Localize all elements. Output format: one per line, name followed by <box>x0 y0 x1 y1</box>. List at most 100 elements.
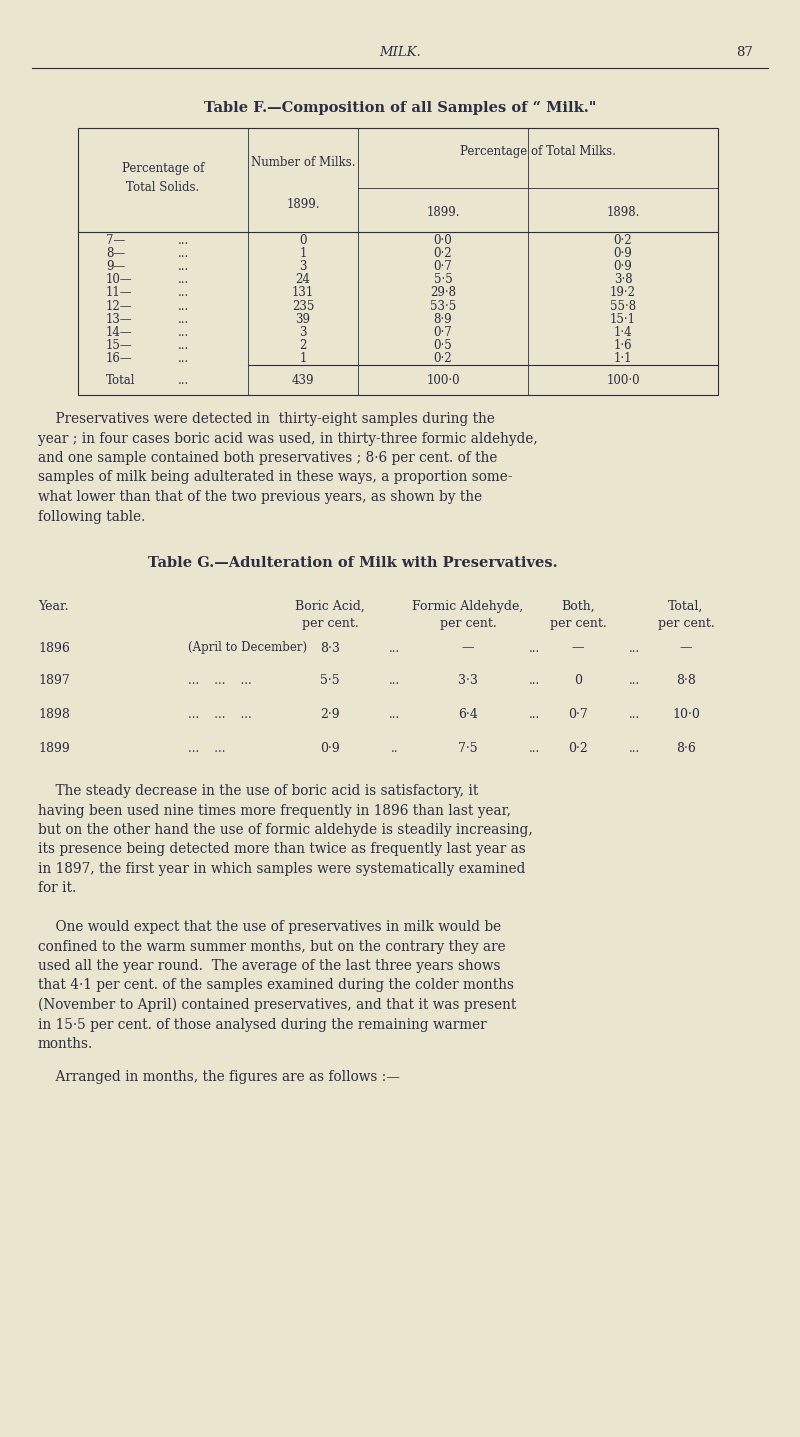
Text: ...: ... <box>178 374 190 387</box>
Text: ...: ... <box>530 674 541 687</box>
Text: 3·8: 3·8 <box>614 273 632 286</box>
Text: ...    ...: ... ... <box>188 741 226 754</box>
Text: 53·5: 53·5 <box>430 299 456 313</box>
Text: —: — <box>572 641 584 654</box>
Text: 3: 3 <box>299 326 306 339</box>
Text: 55·8: 55·8 <box>610 299 636 313</box>
Text: 0·2: 0·2 <box>614 234 632 247</box>
Text: in 15·5 per cent. of those analysed during the remaining warmer: in 15·5 per cent. of those analysed duri… <box>38 1017 486 1032</box>
Text: Total,
per cent.: Total, per cent. <box>658 601 714 629</box>
Text: ..: .. <box>391 741 398 754</box>
Text: ...: ... <box>630 707 641 720</box>
Text: 87: 87 <box>737 46 754 59</box>
Text: 0·9: 0·9 <box>614 260 632 273</box>
Text: 1898.: 1898. <box>606 205 640 218</box>
Text: 16—: 16— <box>106 352 133 365</box>
Text: 0·2: 0·2 <box>434 352 452 365</box>
Text: ...: ... <box>530 741 541 754</box>
Text: Total: Total <box>106 374 135 387</box>
Text: 0·2: 0·2 <box>568 741 588 754</box>
Text: 100·0: 100·0 <box>606 374 640 387</box>
Text: 8·6: 8·6 <box>676 741 696 754</box>
Text: ...: ... <box>178 299 190 313</box>
Text: but on the other hand the use of formic aldehyde is steadily increasing,: but on the other hand the use of formic … <box>38 823 533 836</box>
Text: 0: 0 <box>574 674 582 687</box>
Text: 0·7: 0·7 <box>434 326 452 339</box>
Text: 10—: 10— <box>106 273 133 286</box>
Text: its presence being detected more than twice as frequently last year as: its presence being detected more than tw… <box>38 842 526 856</box>
Text: ...: ... <box>178 247 190 260</box>
Text: 15·1: 15·1 <box>610 313 636 326</box>
Text: ...: ... <box>178 234 190 247</box>
Text: 0: 0 <box>299 234 306 247</box>
Text: 7·5: 7·5 <box>458 741 478 754</box>
Text: 1: 1 <box>299 352 306 365</box>
Text: 5·5: 5·5 <box>434 273 452 286</box>
Text: ...    ...    ...: ... ... ... <box>188 707 252 720</box>
Bar <box>78 128 718 395</box>
Text: 9—: 9— <box>106 260 126 273</box>
Text: in 1897, the first year in which samples were systematically examined: in 1897, the first year in which samples… <box>38 862 526 877</box>
Text: The steady decrease in the use of boric acid is satisfactory, it: The steady decrease in the use of boric … <box>38 785 478 798</box>
Text: samples of milk being adulterated in these ways, a proportion some-: samples of milk being adulterated in the… <box>38 470 512 484</box>
Text: ...: ... <box>530 707 541 720</box>
Text: used all the year round.  The average of the last three years shows: used all the year round. The average of … <box>38 958 501 973</box>
Text: Both,
per cent.: Both, per cent. <box>550 601 606 629</box>
Text: ...: ... <box>630 674 641 687</box>
Text: ...: ... <box>178 286 190 299</box>
Text: —: — <box>680 641 692 654</box>
Text: Arranged in months, the figures are as follows :—: Arranged in months, the figures are as f… <box>38 1071 400 1083</box>
Text: 12—: 12— <box>106 299 133 313</box>
Text: 3·3: 3·3 <box>458 674 478 687</box>
Text: Formic Aldehyde,
per cent.: Formic Aldehyde, per cent. <box>412 601 524 629</box>
Text: 1: 1 <box>299 247 306 260</box>
Text: 2·9: 2·9 <box>320 707 340 720</box>
Text: 3: 3 <box>299 260 306 273</box>
Text: ...: ... <box>530 641 541 654</box>
Text: months.: months. <box>38 1038 94 1050</box>
Text: Number of Milks.: Number of Milks. <box>250 155 355 168</box>
Text: 1898: 1898 <box>38 707 70 720</box>
Text: 8—: 8— <box>106 247 125 260</box>
Text: 15—: 15— <box>106 339 133 352</box>
Text: —: — <box>462 641 474 654</box>
Text: year ; in four cases boric acid was used, in thirty-three formic aldehyde,: year ; in four cases boric acid was used… <box>38 431 538 445</box>
Text: (November to April) contained preservatives, and that it was present: (November to April) contained preservati… <box>38 999 516 1013</box>
Text: ...: ... <box>178 339 190 352</box>
Text: ...: ... <box>630 641 641 654</box>
Text: 13—: 13— <box>106 313 133 326</box>
Text: 7—: 7— <box>106 234 126 247</box>
Text: MILK.: MILK. <box>379 46 421 59</box>
Text: 5·5: 5·5 <box>320 674 340 687</box>
Text: One would expect that the use of preservatives in milk would be: One would expect that the use of preserv… <box>38 920 501 934</box>
Text: 8·3: 8·3 <box>320 641 340 654</box>
Text: 0·7: 0·7 <box>568 707 588 720</box>
Text: 1896: 1896 <box>38 641 70 654</box>
Text: 0·2: 0·2 <box>434 247 452 260</box>
Text: Year.: Year. <box>38 601 69 614</box>
Text: Preservatives were detected in  thirty-eight samples during the: Preservatives were detected in thirty-ei… <box>38 412 495 425</box>
Text: for it.: for it. <box>38 881 76 895</box>
Text: 2: 2 <box>299 339 306 352</box>
Text: Table F.—Composition of all Samples of “ Milk.": Table F.—Composition of all Samples of “… <box>204 101 596 115</box>
Text: ...: ... <box>630 741 641 754</box>
Text: ...: ... <box>390 641 401 654</box>
Text: Boric Acid,
per cent.: Boric Acid, per cent. <box>295 601 365 629</box>
Text: ...: ... <box>390 707 401 720</box>
Text: ...: ... <box>178 326 190 339</box>
Text: that 4·1 per cent. of the samples examined during the colder months: that 4·1 per cent. of the samples examin… <box>38 979 514 993</box>
Text: confined to the warm summer months, but on the contrary they are: confined to the warm summer months, but … <box>38 940 506 954</box>
Text: (April to December): (April to December) <box>188 641 307 654</box>
Text: ...: ... <box>178 352 190 365</box>
Text: 6·4: 6·4 <box>458 707 478 720</box>
Text: 24: 24 <box>295 273 310 286</box>
Text: 0·5: 0·5 <box>434 339 452 352</box>
Text: 39: 39 <box>295 313 310 326</box>
Text: ...    ...    ...: ... ... ... <box>188 674 252 687</box>
Text: following table.: following table. <box>38 510 146 523</box>
Text: 11—: 11— <box>106 286 133 299</box>
Text: 8·9: 8·9 <box>434 313 452 326</box>
Text: 439: 439 <box>292 374 314 387</box>
Text: Percentage of
Total Solids.: Percentage of Total Solids. <box>122 162 204 194</box>
Text: 1899.: 1899. <box>286 198 320 211</box>
